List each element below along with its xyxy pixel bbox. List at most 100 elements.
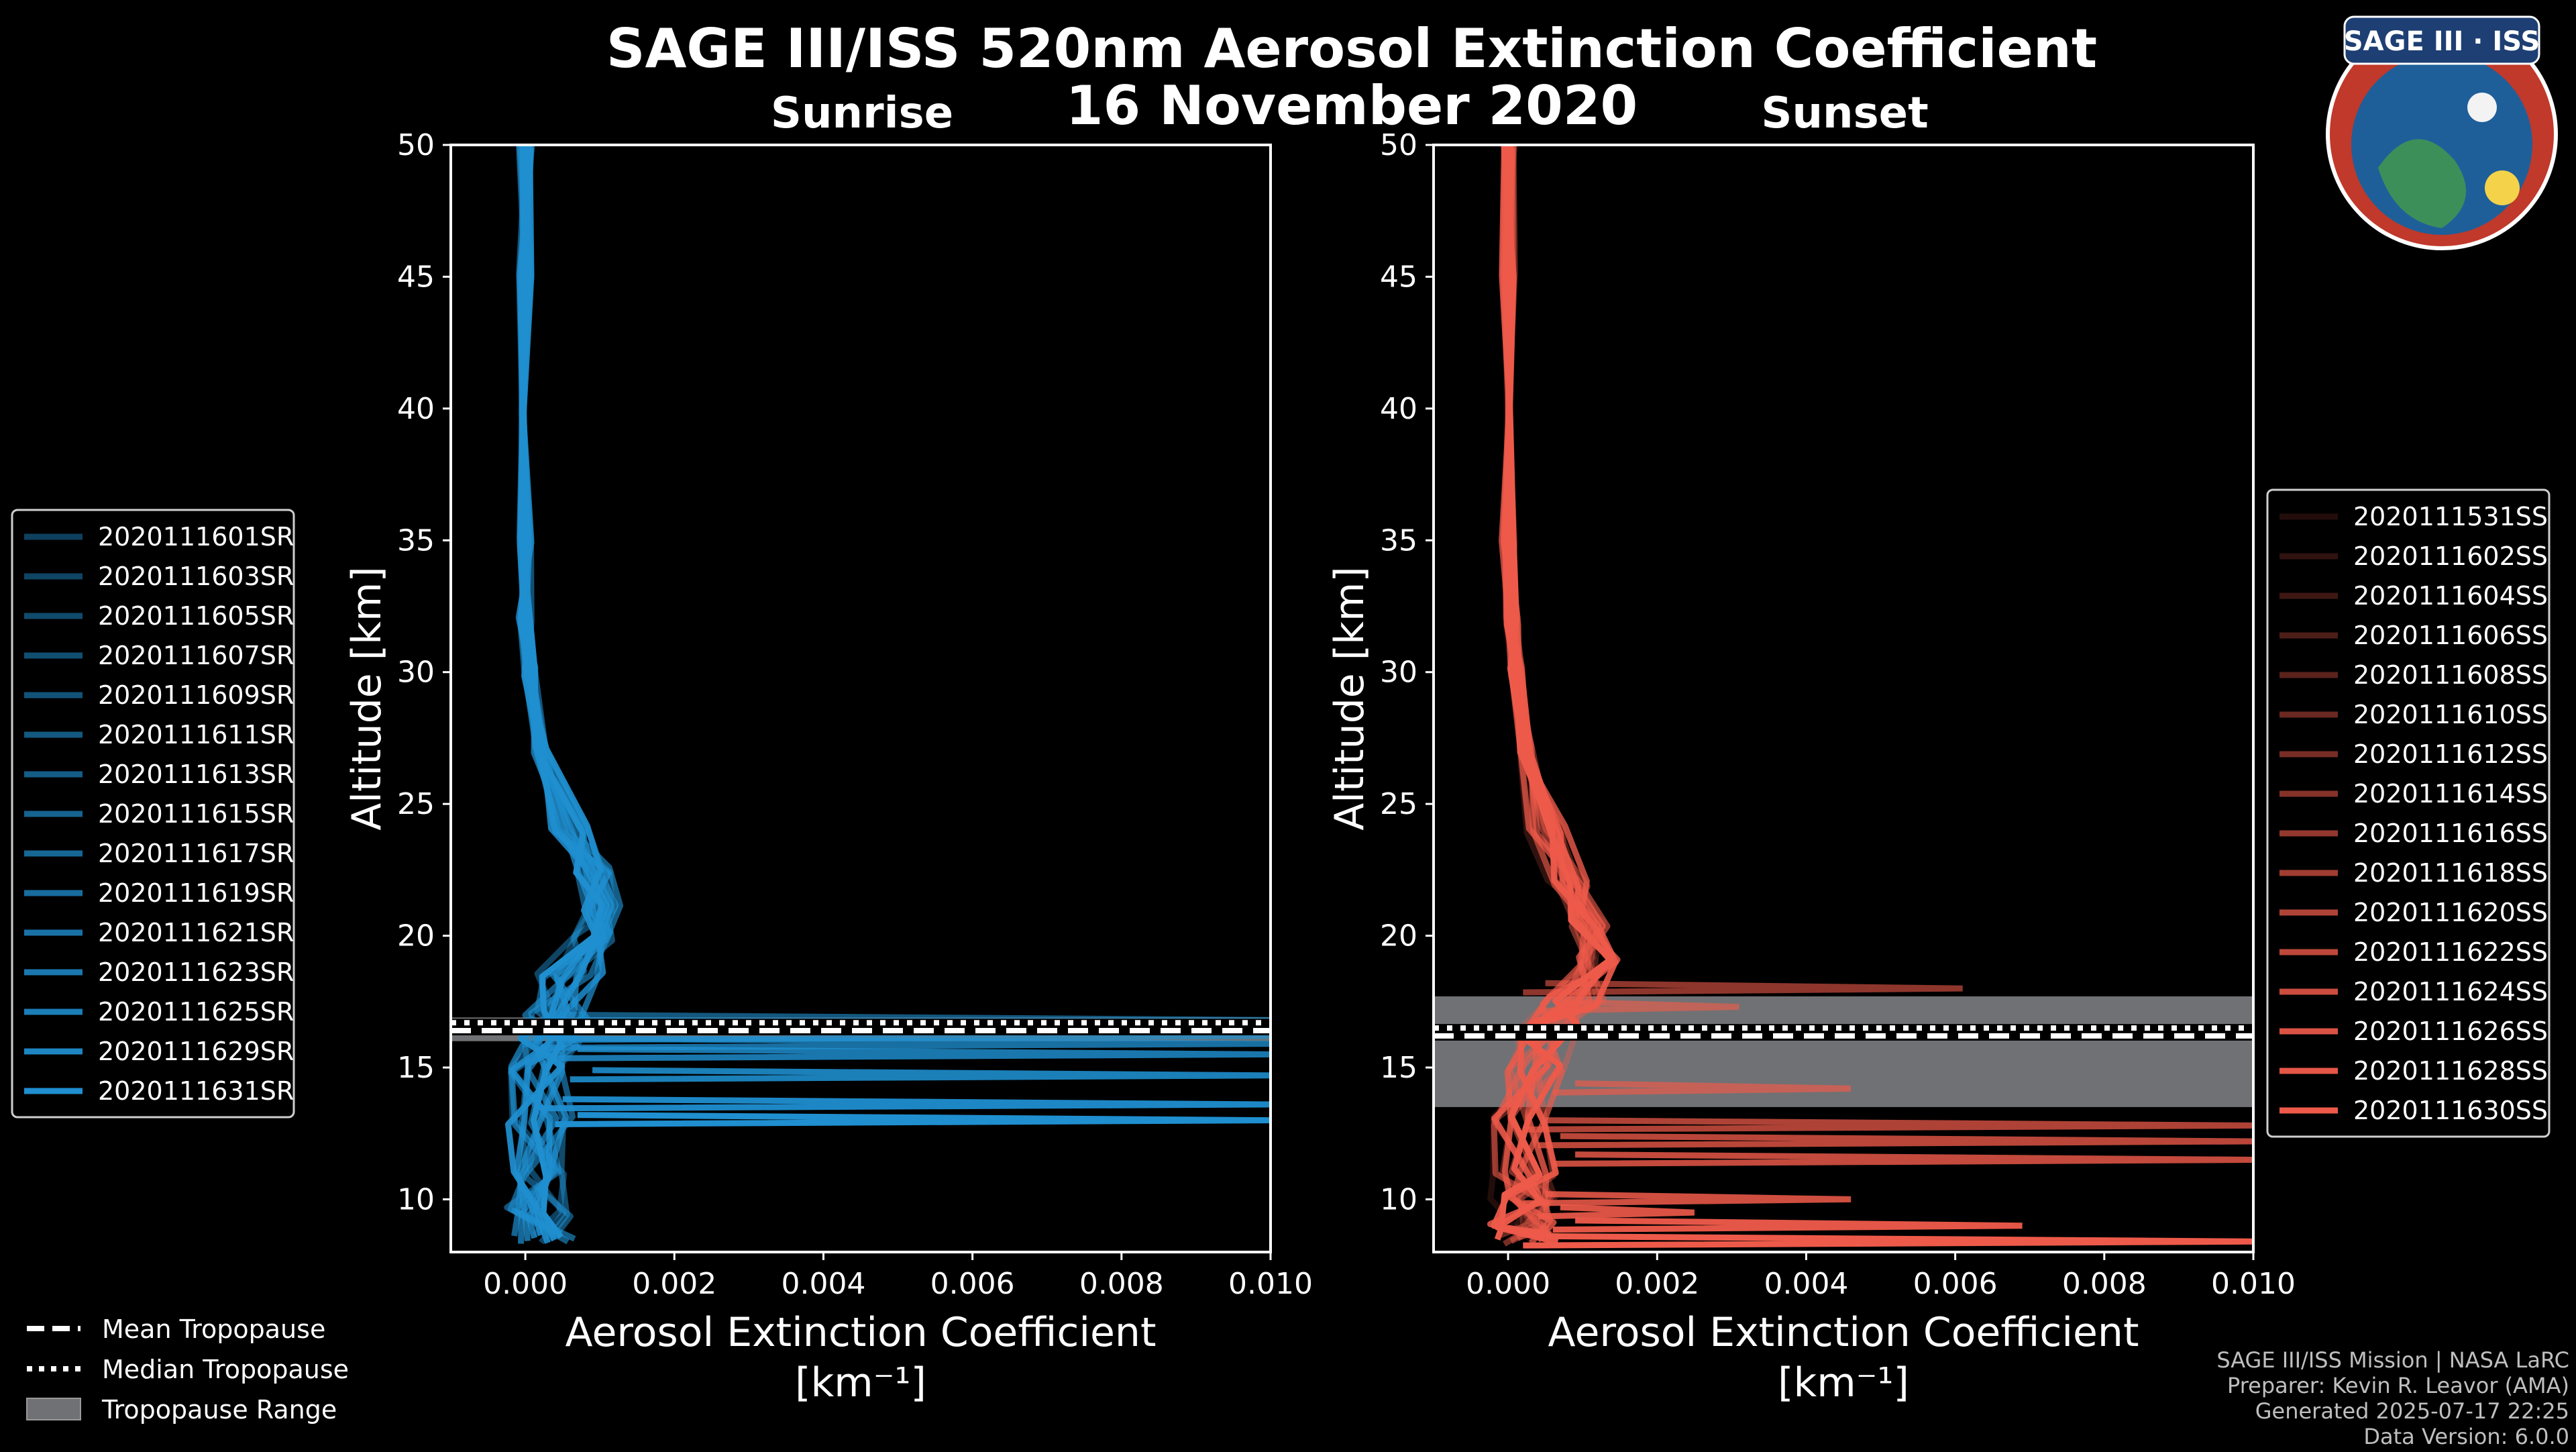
legend-label: 2020111615SR	[98, 799, 294, 829]
legend-label: 2020111617SR	[98, 839, 294, 868]
legend-label: 2020111614SS	[2353, 779, 2548, 809]
x-tick-label: 0.004	[781, 1267, 865, 1301]
legend-label: 2020111623SR	[98, 957, 294, 987]
x-tick-label: 0.000	[1466, 1267, 1550, 1301]
profile-spike	[555, 1046, 1271, 1061]
y-tick-label: 35	[1380, 523, 1417, 558]
credits-block: SAGE III/ISS Mission | NASA LaRC Prepare…	[2216, 1347, 2569, 1449]
legend-label: 2020111601SR	[98, 522, 294, 552]
legend-frame	[2266, 488, 2551, 1138]
y-tick-label: 35	[397, 523, 435, 558]
legend-label: 2020111606SS	[2353, 621, 2548, 650]
profile-line-2020111621SR	[515, 148, 614, 1239]
x-axis-units: [km⁻¹]	[795, 1359, 926, 1406]
legend-label: 2020111622SS	[2353, 937, 2548, 967]
y-tick-label: 10	[1380, 1182, 1417, 1216]
profile-spike	[1523, 1191, 1851, 1206]
profile-spike	[1538, 1204, 1695, 1220]
sage-iss-logo: SAGE III · ISS	[2326, 15, 2558, 250]
profile-spike	[1552, 1217, 2023, 1233]
x-tick-label: 0.006	[1913, 1267, 1998, 1301]
y-tick-label: 45	[1380, 260, 1417, 294]
legend-label: 2020111621SR	[98, 918, 294, 947]
y-tick-label: 25	[1380, 787, 1417, 821]
tropopause-range-swatch	[26, 1398, 81, 1420]
y-tick-label: 25	[397, 787, 435, 821]
chart-title: SAGE III/ISS 520nm Aerosol Extinction Co…	[606, 17, 2097, 80]
y-tick-label: 15	[397, 1051, 435, 1085]
logo-moon	[2467, 93, 2497, 122]
sunrise-panel-title: Sunrise	[771, 89, 953, 138]
y-tick-label: 20	[397, 919, 435, 953]
plot-area	[1434, 145, 2253, 1249]
plot-frame	[449, 144, 1272, 1253]
credit-line-generated: Generated 2025-07-17 22:25	[2255, 1398, 2569, 1424]
x-axis-label: Aerosol Extinction Coefficient	[1548, 1309, 2139, 1356]
profile-spike	[1552, 1151, 2253, 1167]
x-axis-units: [km⁻¹]	[1778, 1359, 1909, 1406]
x-tick-label: 0.008	[2062, 1267, 2147, 1301]
x-axis-label: Aerosol Extinction Coefficient	[566, 1309, 1157, 1356]
logo-earth-land	[2378, 139, 2466, 228]
profile-spike	[1523, 1117, 2253, 1133]
legend-label: 2020111613SR	[98, 760, 294, 789]
credit-line-mission: SAGE III/ISS Mission | NASA LaRC	[2216, 1347, 2569, 1373]
legend-label: 2020111625SR	[98, 997, 294, 1027]
sunrise-panel: 10 15 20 25 30 35 40 45 50 0.000 0.002 0.004 0.006 0.…	[343, 128, 1313, 1406]
profile-line-2020111629SR	[505, 145, 604, 1242]
sunset-legend: 2020111531SS 2020111602SS 2020111604SS 2020…	[2266, 488, 2551, 1138]
legend-label: 2020111620SS	[2353, 898, 2548, 927]
legend-label: 2020111624SS	[2353, 977, 2548, 1006]
logo-sun	[2485, 170, 2520, 205]
profile-spike	[1552, 1080, 1851, 1096]
x-tick-label: 0.010	[1228, 1267, 1313, 1301]
legend-label: 2020111626SS	[2353, 1017, 2548, 1046]
legend-label: 2020111630SS	[2353, 1096, 2548, 1125]
tropopause-legend: Mean Tropopause Median Tropopause Tropopau…	[26, 1314, 349, 1424]
plot-area	[451, 145, 1271, 1245]
sunrise-legend: 2020111601SR 2020111603SR 2020111605SR 2020…	[11, 509, 295, 1119]
profile-spike	[570, 1067, 1271, 1083]
profile-spike	[1538, 1133, 2253, 1149]
y-tick-label: 40	[397, 392, 435, 426]
legend-label: 2020111607SR	[98, 641, 294, 670]
legend-label: 2020111616SS	[2353, 819, 2548, 848]
x-tick-label: 0.002	[1615, 1267, 1699, 1301]
legend-label: 2020111604SS	[2353, 581, 2548, 611]
legend-label: 2020111609SR	[98, 680, 294, 710]
y-axis-label: Altitude [km]	[1326, 566, 1373, 831]
plot-frame	[1432, 144, 2255, 1253]
y-axis-label: Altitude [km]	[343, 566, 390, 831]
legend-label: 2020111611SR	[98, 720, 294, 749]
profile-spike	[540, 1035, 1271, 1051]
legend-label: 2020111531SS	[2353, 502, 2548, 531]
y-tick-label: 20	[1380, 919, 1417, 953]
legend-label: 2020111629SR	[98, 1037, 294, 1066]
legend-frame	[11, 509, 295, 1119]
y-tick-label: 40	[1380, 392, 1417, 426]
x-tick-label: 0.008	[1079, 1267, 1164, 1301]
y-tick-label: 50	[1380, 128, 1417, 162]
profile-spike	[555, 1112, 1271, 1127]
legend-label: 2020111612SS	[2353, 739, 2548, 769]
profile-line-2020111628SS	[1494, 145, 1616, 1245]
x-tick-label: 0.002	[632, 1267, 716, 1301]
profile-spike	[1538, 998, 1739, 1015]
legend-label: 2020111605SR	[98, 601, 294, 631]
y-tick-label: 30	[397, 656, 435, 690]
credit-line-version: Data Version: 6.0.0	[2363, 1424, 2569, 1449]
legend-label: 2020111619SR	[98, 878, 294, 908]
profile-spike	[540, 1096, 1271, 1112]
tropopause-legend-label: Median Tropopause	[102, 1355, 349, 1384]
tropopause-legend-label: Tropopause Range	[101, 1395, 337, 1424]
x-tick-label: 0.006	[930, 1267, 1015, 1301]
legend-label: 2020111603SR	[98, 562, 294, 591]
x-tick-label: 0.004	[1764, 1267, 1848, 1301]
legend-label: 2020111628SS	[2353, 1056, 2548, 1086]
sunset-panel-title: Sunset	[1761, 89, 1928, 138]
legend-label: 2020111618SS	[2353, 858, 2548, 888]
x-tick-label: 0.000	[483, 1267, 568, 1301]
legend-label: 2020111631SR	[98, 1076, 294, 1106]
credit-line-preparer: Preparer: Kevin R. Leavor (AMA)	[2227, 1373, 2569, 1398]
